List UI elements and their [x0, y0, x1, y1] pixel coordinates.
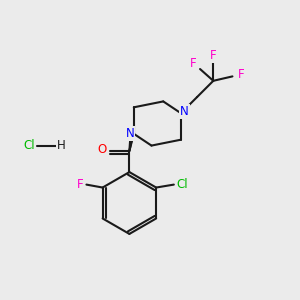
Text: H: H [57, 139, 66, 152]
Text: N: N [180, 105, 189, 118]
Text: Cl: Cl [176, 178, 188, 191]
Text: F: F [76, 178, 83, 191]
Text: N: N [126, 127, 134, 140]
Text: Cl: Cl [23, 139, 35, 152]
Text: F: F [237, 68, 244, 81]
Text: F: F [210, 49, 217, 62]
Text: O: O [98, 143, 106, 156]
Text: F: F [189, 57, 196, 70]
